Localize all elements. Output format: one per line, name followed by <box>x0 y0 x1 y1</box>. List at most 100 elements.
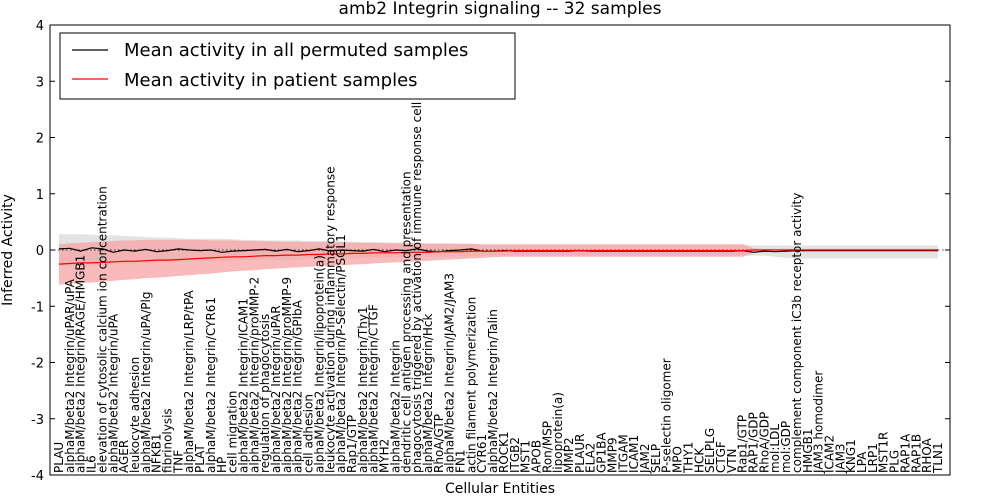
category-label: RhoA/GDP <box>757 412 771 473</box>
legend: Mean activity in all permuted samples Me… <box>59 32 516 100</box>
category-label: Ron/MSP <box>540 421 554 473</box>
category-label: ROCK1 <box>497 431 511 473</box>
line-patient <box>58 249 938 265</box>
category-label: fibrinolysis <box>161 408 175 473</box>
category-label: alphaM/beta2 Integrin/Hck <box>421 313 435 473</box>
category-label: PLG <box>888 450 902 473</box>
category-label: CYR61 <box>475 434 489 473</box>
category-label: alphaM/beta2 Integrin/Thy1 <box>356 306 370 473</box>
chart-title: amb2 Integrin signaling -- 32 samples <box>339 0 662 19</box>
category-label: AGER <box>117 440 131 473</box>
category-label: cell adhesion <box>302 394 316 473</box>
category-label: lipoprotein(a) <box>551 392 565 473</box>
legend-label-patient: Mean activity in patient samples <box>124 70 418 91</box>
y-tick-label: 3 <box>36 75 44 90</box>
category-label: alphaM/beta2 Integrin/proMMP-2 <box>247 277 261 473</box>
y-tick-label: 2 <box>36 132 44 147</box>
category-label: ICAM1 <box>627 435 641 473</box>
category-label: P-selectin oligomer <box>660 358 674 473</box>
category-label: alphaM/beta2 Integrin/GPIbA <box>291 299 305 473</box>
category-label: Rap1/GTP <box>345 415 359 473</box>
category-label: alphaM/beta2 Integrin/uPAR/uPA <box>63 278 77 473</box>
category-label: CTGF <box>714 441 728 473</box>
y-axis-title: Inferred Activity <box>0 194 16 306</box>
category-label: RAP1/GDP <box>747 412 761 473</box>
category-label: THY1 <box>681 442 695 474</box>
category-label: alphaM/beta2 Integrin/CTGF <box>367 304 381 473</box>
category-label: MST1R <box>877 432 891 473</box>
category-label: elevation of cytosolic calcium ion conce… <box>95 186 109 473</box>
category-label: NFKB1 <box>150 433 164 473</box>
category-label: LRP1 <box>866 443 880 473</box>
category-label: MYH2 <box>378 439 392 473</box>
legend-box <box>59 32 516 100</box>
category-label: TLN1 <box>931 442 945 474</box>
y-tick-label: -3 <box>31 413 44 428</box>
category-label: JAM2 <box>638 443 652 474</box>
category-label: complement component iC3b receptor activ… <box>790 193 804 473</box>
y-tick-label: 4 <box>36 19 44 34</box>
category-label: LPA <box>855 451 869 473</box>
category-label: alphaM/beta2 Integrin/CYR61 <box>204 297 218 473</box>
category-label: ITGB2 <box>508 437 522 473</box>
category-label: RhoA/GTP <box>432 414 446 473</box>
y-tick-label: 0 <box>36 244 44 259</box>
category-label: TNF <box>171 450 185 474</box>
y-tick-label: -2 <box>31 357 44 372</box>
category-label: leukocyte activation during inflammatory… <box>323 166 337 473</box>
category-label: alphaM/beta2 Integrin/P-Selectin/PSGL1 <box>334 234 348 473</box>
category-label: FN1 <box>454 449 468 473</box>
category-label: MMP2 <box>562 437 576 473</box>
category-label: HP <box>215 457 229 473</box>
category-label: alphaM/beta2 Integrin <box>388 340 402 473</box>
category-label: RAP1A <box>898 433 912 473</box>
category-label: Rap1/GTP <box>736 415 750 473</box>
category-label: mol:LDL <box>768 424 782 473</box>
category-label: dendritic cell antigen processing and pr… <box>399 171 413 473</box>
category-label: SELP <box>649 444 663 473</box>
category-label: MMP9 <box>605 437 619 473</box>
y-tick-label: -1 <box>31 300 44 315</box>
category-label: MST1 <box>519 440 533 473</box>
category-label: PLAUR <box>573 433 587 473</box>
category-label: alphaM/beta2 Integrin/LRP/tPA <box>182 290 196 473</box>
category-label: MPO <box>671 446 685 473</box>
category-label: APOB <box>530 440 544 473</box>
category-label: actin filament polymerization <box>464 297 478 473</box>
category-label: alphaM/beta2 Integrin/uPA <box>106 313 120 473</box>
category-label: GP1BA <box>595 432 609 473</box>
category-label: alphaM/beta2 Integrin/JAM2/JAM3 <box>443 273 457 473</box>
category-label: PLAU <box>52 442 66 473</box>
legend-label-all: Mean activity in all permuted samples <box>124 40 468 61</box>
category-label: ITGAM <box>616 434 630 473</box>
category-label: alphaM/beta2 Integrin/uPAR <box>269 305 283 473</box>
y-tick-label: -4 <box>31 469 44 484</box>
category-label: leukocyte adhesion <box>128 357 142 473</box>
category-label: KNG1 <box>844 439 858 473</box>
category-label: ELA2 <box>584 443 598 473</box>
x-axis-title: Cellular Entities <box>445 481 555 497</box>
category-label: ICAM2 <box>823 435 837 473</box>
category-label: alphaM/beta2 Integrin/ICAM1 <box>237 298 251 473</box>
category-label: JAM3 <box>833 443 847 474</box>
category-label: VTN <box>725 448 739 473</box>
category-label: regulation of phagocytosis <box>258 314 272 473</box>
category-label: JAM3 homodimer <box>812 371 826 474</box>
y-tick-label: 1 <box>36 188 44 203</box>
category-label: PLAT <box>193 444 207 473</box>
category-label: mol:GDP <box>779 421 793 473</box>
category-label: HCK <box>692 447 706 473</box>
category-label: SELPLG <box>703 428 717 473</box>
category-label: phagocytosis triggered by activation of … <box>410 54 424 473</box>
category-label: alphaM/beta2 Integrin/RAGE/HMGB1 <box>74 255 88 473</box>
category-label: alphaM/beta2 Integrin/Talin <box>486 309 500 473</box>
category-label: alphaM/beta2 Integrin/lipoprotein(a) <box>312 255 326 473</box>
category-label: HMGB1 <box>801 428 815 473</box>
category-label: alphaM/beta2 Integrin/proMMP-9 <box>280 277 294 473</box>
category-label: alphaM/beta2 Integrin/uPA/Plg <box>139 292 153 473</box>
category-label: cell migration <box>226 391 240 473</box>
category-label: RHOA <box>920 437 934 473</box>
category-label: IL6 <box>85 455 99 473</box>
category-label: RAP1B <box>909 434 923 473</box>
